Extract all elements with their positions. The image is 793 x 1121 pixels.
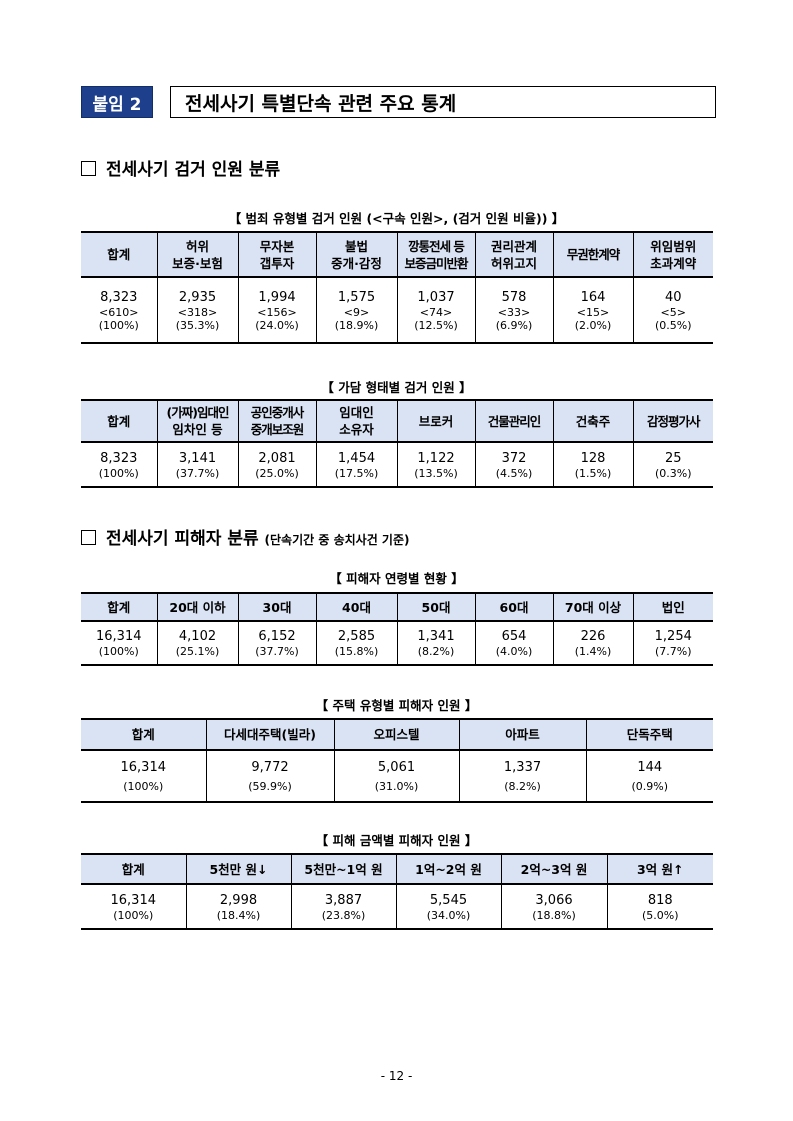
table-cell: 2,998 (18.4%): [185, 884, 292, 930]
page-title: 전세사기 특별단속 관련 주요 통계: [170, 86, 716, 118]
table-caption: 【 가담 형태별 검거 인원 】: [321, 380, 472, 395]
table-cell: 5,545 (34.0%): [395, 884, 502, 930]
header-total: 합계: [81, 592, 158, 622]
housing-type-table: 합계 다세대주택(빌라) 오피스텔 아파트 단독주택 16,314 (100%) …: [81, 718, 713, 803]
table-cell: 2,081 (25.0%): [237, 442, 317, 488]
header-total: 합계: [81, 718, 207, 751]
table-cell: 40 <5> (0.5%): [632, 277, 713, 344]
section-title: 전세사기 피해자 분류: [106, 529, 259, 549]
header-fake-lessor: (가짜)임대인 임차인 등: [156, 399, 239, 443]
table-cell: 3,141 (37.7%): [156, 442, 239, 488]
header-50m-100m: 5천만~1억 원: [290, 853, 397, 885]
header-lessor-owner: 임대인 소유자: [315, 399, 398, 443]
table-caption: 【 피해 금액별 피해자 인원 】: [315, 833, 478, 848]
table-cell: 164 <15> (2.0%): [552, 277, 634, 344]
table-cell: 16,314 (100%): [81, 884, 187, 930]
header-no-capital-gap: 무자본 갭투자: [237, 231, 317, 278]
table-cell: 3,066 (18.8%): [500, 884, 608, 930]
section-heading-arrests: 전세사기 검거 인원 분류: [81, 155, 280, 180]
checkbox-square-icon: [81, 161, 96, 176]
table-cell: 6,152 (37.7%): [237, 621, 317, 666]
table-cell: 25 (0.3%): [632, 442, 713, 488]
table-cell: 2,585 (15.8%): [315, 621, 398, 666]
table-cell: 1,254 (7.7%): [632, 621, 713, 666]
header-under-50m: 5천만 원↓: [185, 853, 292, 885]
header-officetel: 오피스텔: [333, 718, 460, 751]
page-number: - 12 -: [380, 1069, 413, 1083]
header-builder: 건축주: [552, 399, 634, 443]
damage-amount-table: 합계 5천만 원↓ 5천만~1억 원 1억~2억 원 2억~3억 원 3억 원↑…: [81, 853, 713, 930]
header-200m-300m: 2억~3억 원: [500, 853, 608, 885]
table-cell: 8,323 (100%): [81, 442, 158, 488]
header-deposit-unreturned: 깡통전세 등 보증금미반환: [396, 231, 476, 278]
victim-age-table: 합계 20대 이하 30대 40대 50대 60대 70대 이상 법인 16,3…: [81, 592, 713, 666]
header-realtor: 공인중개사 중개보조원: [237, 399, 317, 443]
header-total: 합계: [81, 853, 187, 885]
header-unauthorized-contract: 무권한계약: [552, 231, 634, 278]
header-age-70s-over: 70대 이상: [552, 592, 634, 622]
header-total: 합계: [81, 399, 158, 443]
checkbox-square-icon: [81, 530, 96, 545]
header-exceeded-mandate: 위임범위 초과계약: [632, 231, 713, 278]
table-cell: 3,887 (23.8%): [290, 884, 397, 930]
table-cell: 9,772 (59.9%): [205, 750, 335, 803]
section-heading-victims: 전세사기 피해자 분류 (단속기간 중 송치사건 기준): [81, 524, 409, 549]
table-cell: 226 (1.4%): [552, 621, 634, 666]
section-subtitle: (단속기간 중 송치사건 기준): [264, 533, 410, 547]
header-apartment: 아파트: [458, 718, 587, 751]
header-age-40s: 40대: [315, 592, 398, 622]
table-cell: 1,454 (17.5%): [315, 442, 398, 488]
table-cell: 1,994 <156> (24.0%): [237, 277, 317, 344]
table-cell: 128 (1.5%): [552, 442, 634, 488]
header-age-20s-under: 20대 이하: [156, 592, 239, 622]
header-appraiser: 감정평가사: [632, 399, 713, 443]
table-cell: 4,102 (25.1%): [156, 621, 239, 666]
header-broker: 브로커: [396, 399, 476, 443]
table-cell: 5,061 (31.0%): [333, 750, 460, 803]
header-building-manager: 건물관리인: [474, 399, 554, 443]
crime-type-table: 합계 허위 보증·보험 무자본 갭투자 불법 중개·감정 깡통전세 등 보증금미반환 권…: [81, 231, 713, 344]
table-cell: 2,935 <318> (35.3%): [156, 277, 239, 344]
table-cell: 8,323 <610> (100%): [81, 277, 158, 344]
table-cell: 1,122 (13.5%): [396, 442, 476, 488]
table-cell: 654 (4.0%): [474, 621, 554, 666]
header-false-rights: 권리관계 허위고지: [474, 231, 554, 278]
header-detached-house: 단독주택: [585, 718, 713, 751]
table-cell: 16,314 (100%): [81, 750, 207, 803]
participation-type-table: 합계 (가짜)임대인 임차인 등 공인중개사 중개보조원 임대인 소유자 브로커 건물…: [81, 399, 713, 488]
table-cell: 578 <33> (6.9%): [474, 277, 554, 344]
table-cell: 1,575 <9> (18.9%): [315, 277, 398, 344]
table-cell: 16,314 (100%): [81, 621, 158, 666]
table-caption: 【 피해자 연령별 현황 】: [329, 571, 464, 586]
appendix-tag: 붙임 2: [81, 86, 153, 118]
header-age-30s: 30대: [237, 592, 317, 622]
table-caption: 【 범죄 유형별 검거 인원 (<구속 인원>, (검거 인원 비율)) 】: [228, 211, 565, 226]
header-false-guarantee: 허위 보증·보험: [156, 231, 239, 278]
section-title: 전세사기 검거 인원 분류: [106, 160, 281, 180]
table-cell: 1,341 (8.2%): [396, 621, 476, 666]
header-100m-200m: 1억~2억 원: [395, 853, 502, 885]
header-multi-family: 다세대주택(빌라): [205, 718, 335, 751]
header-age-60s: 60대: [474, 592, 554, 622]
table-cell: 1,037 <74> (12.5%): [396, 277, 476, 344]
header-over-300m: 3억 원↑: [606, 853, 713, 885]
header-corporation: 법인: [632, 592, 713, 622]
header-illegal-brokerage: 불법 중개·감정: [315, 231, 398, 278]
table-cell: 1,337 (8.2%): [458, 750, 587, 803]
table-cell: 372 (4.5%): [474, 442, 554, 488]
header-age-50s: 50대: [396, 592, 476, 622]
table-cell: 144 (0.9%): [585, 750, 713, 803]
header-total: 합계: [81, 231, 158, 278]
table-cell: 818 (5.0%): [606, 884, 713, 930]
table-caption: 【 주택 유형별 피해자 인원 】: [315, 698, 478, 713]
